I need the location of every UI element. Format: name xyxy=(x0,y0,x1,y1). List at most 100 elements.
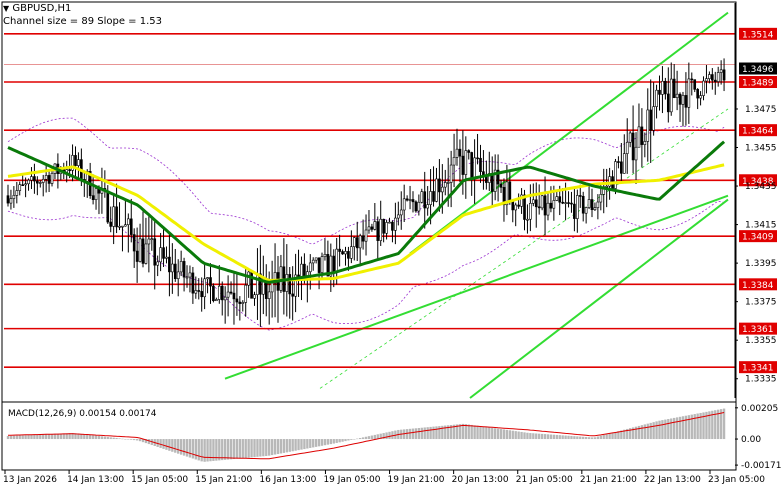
candle-body xyxy=(220,285,224,301)
candle-body xyxy=(420,191,424,203)
macd-hist-bar xyxy=(426,427,429,440)
macd-hist-bar xyxy=(582,436,585,440)
level-label: 1.3438 xyxy=(742,177,774,187)
current-price-label: 1.3496 xyxy=(742,65,774,75)
candle-body xyxy=(710,74,714,81)
candle-body xyxy=(223,296,227,301)
candle-body xyxy=(508,181,512,202)
macd-hist-bar xyxy=(223,439,227,460)
level-lines: 1.3514 1.3489 1.3464 1.3438 1.3409 1.3384 1.33… xyxy=(4,27,777,374)
candle-body xyxy=(124,224,127,227)
macd-hist-bar xyxy=(540,433,544,440)
macd-hist-bar xyxy=(347,439,350,441)
candle-body xyxy=(150,238,154,241)
candle-body xyxy=(672,78,676,98)
level-label: 1.3514 xyxy=(742,30,774,40)
macd-hist-bar xyxy=(232,439,236,460)
candle-body xyxy=(558,196,562,203)
macd-hist-bar xyxy=(643,424,647,440)
dropdown-triangle-icon[interactable]: ▼ xyxy=(3,4,10,13)
macd-hist-bar xyxy=(611,432,614,440)
candle-body xyxy=(461,155,465,175)
macd-hist-bar xyxy=(532,433,535,440)
time-tick-label: 21 Jan 21:00 xyxy=(580,475,637,485)
candle-body xyxy=(573,203,576,219)
candle-body xyxy=(464,150,468,175)
candle-body xyxy=(317,257,321,273)
macd-hist-bar xyxy=(364,436,368,440)
candle-body xyxy=(713,79,717,82)
macd-hist-bar xyxy=(711,410,714,440)
candle-body xyxy=(344,251,347,255)
macd-hist-bar xyxy=(590,437,594,440)
macd-hist-bar xyxy=(620,430,623,440)
candle-body xyxy=(534,199,538,208)
time-tick-label: 14 Jan 13:00 xyxy=(67,475,124,485)
macd-hist-bar xyxy=(702,412,705,440)
macd-hist-bar xyxy=(171,439,174,452)
candle-body xyxy=(646,109,650,142)
candle-body xyxy=(162,247,165,259)
candle-body xyxy=(185,276,189,279)
channel-median-line xyxy=(319,108,729,389)
macd-tick-label: -0.00171 xyxy=(741,461,781,471)
macd-hist-bar xyxy=(212,439,215,461)
candle-body xyxy=(669,78,673,113)
macd-hist-bar xyxy=(106,437,109,440)
macd-hist-bar xyxy=(97,435,101,440)
macd-hist-bar xyxy=(118,438,121,440)
candle-body xyxy=(197,290,201,292)
macd-hist-bar xyxy=(218,439,221,461)
level-label: 1.3464 xyxy=(742,127,774,137)
macd-hist-bar xyxy=(382,433,385,440)
candle-body xyxy=(655,89,658,107)
candle-body xyxy=(159,247,162,263)
macd-hist-bar xyxy=(444,425,447,440)
macd-hist-bar xyxy=(505,429,509,440)
candle-body xyxy=(288,274,292,295)
candle-body xyxy=(27,179,30,185)
candle-body xyxy=(370,226,374,230)
macd-hist-bar xyxy=(247,439,250,458)
macd-hist-bar xyxy=(482,426,485,440)
macd-hist-bar xyxy=(159,439,162,448)
candle-body xyxy=(323,254,327,257)
macd-hist-bar xyxy=(502,429,506,440)
candle-body xyxy=(496,169,500,185)
candle-body xyxy=(267,291,271,299)
macd-hist-bar xyxy=(549,434,553,440)
macd-hist-bar xyxy=(56,433,60,440)
macd-hist-bar xyxy=(15,435,18,440)
candle-body xyxy=(584,207,588,214)
candle-body xyxy=(168,256,171,273)
macd-hist-bar xyxy=(681,416,685,440)
candle-body xyxy=(206,277,209,280)
macd-hist-bar xyxy=(135,439,139,441)
candle-body xyxy=(341,251,344,255)
candle-body xyxy=(74,155,77,166)
candle-body xyxy=(426,204,429,209)
macd-hist-bar xyxy=(168,439,171,451)
candle-body xyxy=(115,206,118,228)
macd-hist-bar xyxy=(320,439,324,446)
time-tick-label: 19 Jan 21:00 xyxy=(388,475,445,485)
macd-hist-bar xyxy=(30,434,33,440)
candle-body xyxy=(141,238,145,264)
candle-body xyxy=(329,255,333,277)
macd-hist-bar xyxy=(238,439,242,459)
macd-hist-bar xyxy=(479,426,482,440)
macd-hist-bar xyxy=(722,408,726,440)
channel-bottom-line xyxy=(469,198,729,399)
macd-hist-bar xyxy=(628,428,632,440)
candle-body xyxy=(21,184,25,186)
candle-body xyxy=(432,191,435,202)
price-axis: 1.3475 1.3455 1.3435 1.3415 1.3395 1.3375 1.33… xyxy=(734,3,777,398)
macd-hist-bar xyxy=(667,419,670,440)
candle-body xyxy=(417,201,421,212)
candle-body xyxy=(567,202,570,204)
candle-body xyxy=(91,195,95,200)
candle-body xyxy=(520,194,523,207)
regression-channel xyxy=(224,11,729,399)
